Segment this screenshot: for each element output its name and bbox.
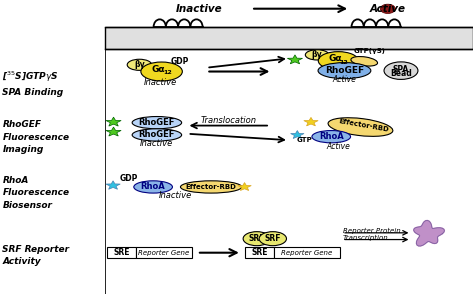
Text: SRE: SRE [251,248,268,257]
Text: Effector-RBD: Effector-RBD [186,184,237,190]
FancyBboxPatch shape [246,247,274,258]
Ellipse shape [312,131,351,143]
Ellipse shape [141,62,182,81]
Text: SPA: SPA [393,65,409,74]
Ellipse shape [259,232,286,246]
Text: Active: Active [370,4,406,14]
Text: SRE: SRE [113,248,130,257]
Text: GDP: GDP [119,174,138,183]
Text: Gα: Gα [328,55,342,63]
Text: Effector-RBD: Effector-RBD [337,118,389,132]
Text: SRF: SRF [264,234,281,243]
Circle shape [380,4,395,14]
Polygon shape [291,131,304,138]
Ellipse shape [351,57,378,66]
Text: GDP: GDP [170,58,189,66]
Text: Transcription: Transcription [343,235,389,240]
Text: 12: 12 [339,60,348,65]
Text: Gα: Gα [152,65,165,74]
Text: Inactive: Inactive [176,4,223,14]
Text: RhoA
Fluorescence
Biosensor: RhoA Fluorescence Biosensor [2,176,70,210]
Polygon shape [106,127,121,136]
Text: RhoGEF: RhoGEF [139,130,175,140]
Polygon shape [106,117,121,126]
Text: Active: Active [332,75,356,84]
Text: SRF Reporter
Activity: SRF Reporter Activity [2,245,70,266]
Ellipse shape [132,129,182,141]
Ellipse shape [132,117,182,129]
Text: Inactive: Inactive [140,139,173,148]
Text: RhoGEF: RhoGEF [139,118,175,127]
Text: SRF: SRF [248,234,265,243]
FancyBboxPatch shape [105,27,473,49]
Polygon shape [106,181,120,189]
Ellipse shape [305,50,329,60]
Text: [$^{35}$S]GTP$\gamma$S
SPA Binding: [$^{35}$S]GTP$\gamma$S SPA Binding [2,70,64,97]
Polygon shape [238,183,251,191]
Text: Active: Active [327,142,350,151]
Polygon shape [414,220,445,246]
Text: GTP(γS): GTP(γS) [354,48,386,54]
FancyBboxPatch shape [108,247,136,258]
FancyBboxPatch shape [274,247,340,258]
Text: Translocation: Translocation [201,116,256,125]
Ellipse shape [328,118,393,136]
Ellipse shape [384,62,418,79]
Ellipse shape [243,232,271,246]
Text: GTP: GTP [297,137,313,142]
Text: RhoA: RhoA [141,182,165,191]
Text: Reporter Protein: Reporter Protein [343,228,401,234]
Text: Inactive: Inactive [159,191,192,200]
Text: RhoGEF: RhoGEF [325,66,364,75]
Polygon shape [287,55,302,64]
Ellipse shape [318,63,371,79]
Text: Reporter Gene: Reporter Gene [138,250,190,256]
Text: Inactive: Inactive [144,78,177,87]
Ellipse shape [134,181,173,193]
Text: Reporter Gene: Reporter Gene [281,250,332,256]
Text: 12: 12 [163,71,172,76]
Text: Bead: Bead [390,69,412,78]
Text: RhoA: RhoA [319,132,344,141]
Polygon shape [304,117,318,126]
Text: βγ: βγ [312,50,322,59]
Ellipse shape [318,52,358,70]
Text: RhoGEF
Fluorescence
Imaging: RhoGEF Fluorescence Imaging [2,120,70,154]
Ellipse shape [127,59,152,70]
FancyBboxPatch shape [136,247,192,258]
Text: βγ: βγ [134,60,145,69]
Ellipse shape [181,181,242,193]
